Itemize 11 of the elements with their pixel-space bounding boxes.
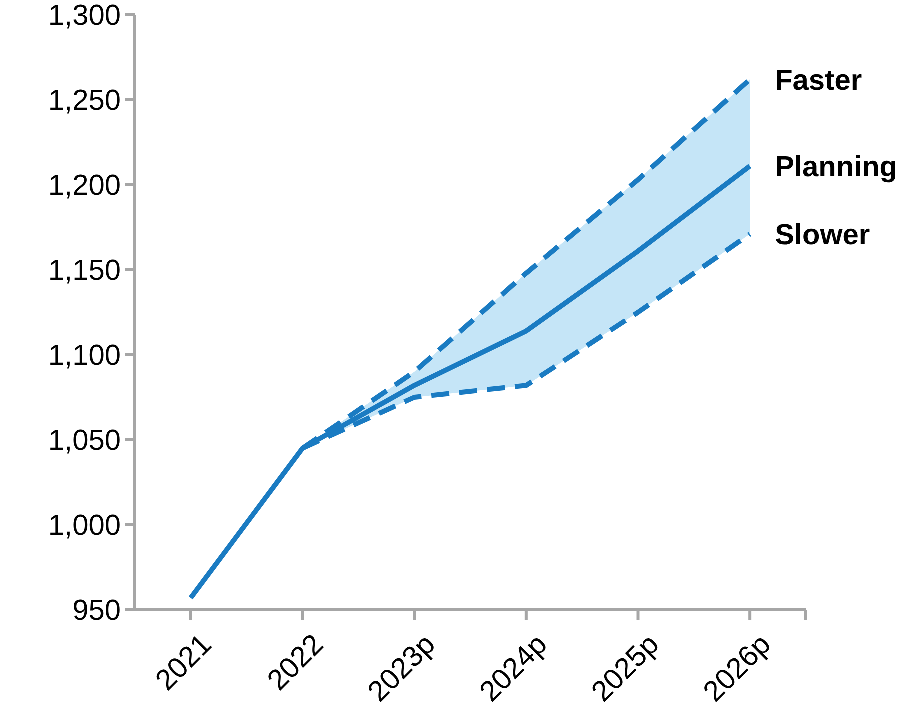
series-label: Slower <box>775 219 870 252</box>
y-tick-label: 1,300 <box>48 0 121 32</box>
series-label: Faster <box>775 64 862 97</box>
y-tick-label: 1,050 <box>48 425 121 458</box>
y-tick-label: 1,100 <box>48 340 121 372</box>
y-tick-label: 1,150 <box>48 255 121 288</box>
y-tick-label: 1,200 <box>48 170 121 202</box>
series-label: Planning <box>775 151 898 184</box>
y-tick-label: 950 <box>72 595 121 628</box>
y-tick-label: 1,000 <box>48 510 121 542</box>
y-tick-label: 1,250 <box>48 85 121 118</box>
